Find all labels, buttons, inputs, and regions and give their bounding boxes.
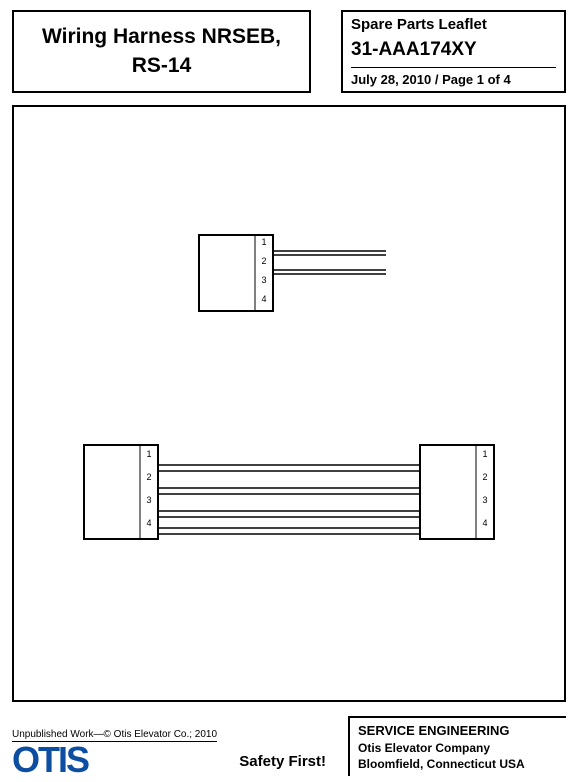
footer-left: Unpublished Work—© Otis Elevator Co.; 20… xyxy=(12,729,217,776)
svg-text:2: 2 xyxy=(482,472,487,482)
svg-text:3: 3 xyxy=(482,495,487,505)
safety-slogan: Safety First! xyxy=(217,753,348,776)
date-page: July 28, 2010 / Page 1 of 4 xyxy=(351,67,556,87)
svg-text:4: 4 xyxy=(482,518,487,528)
leaflet-label: Spare Parts Leaflet xyxy=(351,16,556,33)
svg-text:2: 2 xyxy=(261,256,266,266)
document-meta: Spare Parts Leaflet 31-AAA174XY July 28,… xyxy=(341,10,566,93)
document-title: Wiring Harness NRSEB,RS-14 xyxy=(12,10,311,93)
svg-text:1: 1 xyxy=(146,449,151,459)
svg-text:4: 4 xyxy=(146,518,151,528)
svg-text:3: 3 xyxy=(261,275,266,285)
diagram-frame: 1 2 3 4 1 2 3 4 1 2 3 4 xyxy=(12,105,566,702)
department: SERVICE ENGINEERING xyxy=(358,722,560,740)
footer: Unpublished Work—© Otis Elevator Co.; 20… xyxy=(12,716,566,776)
svg-text:2: 2 xyxy=(146,472,151,482)
header-row: Wiring Harness NRSEB,RS-14 Spare Parts L… xyxy=(0,0,578,97)
svg-text:1: 1 xyxy=(482,449,487,459)
svg-text:3: 3 xyxy=(146,495,151,505)
wiring-diagram: 1 2 3 4 1 2 3 4 1 2 3 4 xyxy=(14,107,564,700)
footer-right: SERVICE ENGINEERING Otis Elevator Compan… xyxy=(348,716,566,776)
svg-text:4: 4 xyxy=(261,294,266,304)
company-logo: OTIS xyxy=(12,744,217,776)
company: Otis Elevator Company xyxy=(358,740,560,756)
location: Bloomfield, Connecticut USA xyxy=(358,756,560,772)
svg-text:1: 1 xyxy=(261,237,266,247)
part-number: 31-AAA174XY xyxy=(351,39,556,61)
title-text: Wiring Harness NRSEB,RS-14 xyxy=(42,23,281,80)
